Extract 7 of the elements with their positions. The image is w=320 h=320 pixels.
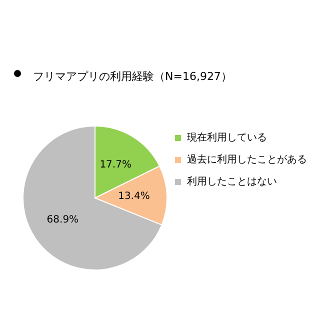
data-label: 68.9% xyxy=(46,214,79,226)
data-label: 13.4% xyxy=(118,191,150,202)
chart-title: フリマアプリの利用経験（N=16,927） xyxy=(33,70,232,83)
legend-label: 利用したことはない xyxy=(187,176,277,188)
data-label: 17.7% xyxy=(100,159,132,170)
legend-label: 現在利用している xyxy=(187,132,267,144)
legend-label: 過去に利用したことがある xyxy=(187,154,307,166)
